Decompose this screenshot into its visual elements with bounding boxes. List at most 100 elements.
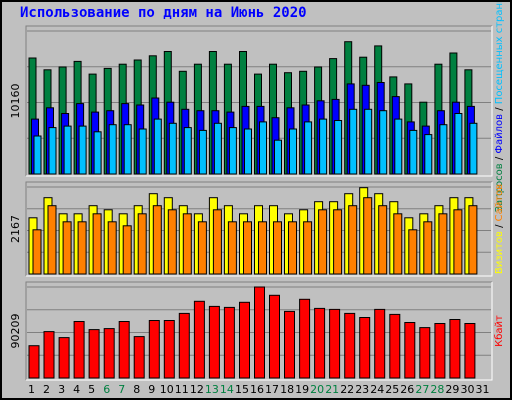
bar (32, 229, 42, 275)
bar (122, 225, 132, 275)
day-label: 13 (205, 383, 219, 396)
bar (333, 209, 343, 275)
bar (239, 301, 250, 379)
bar (197, 221, 207, 275)
bar (344, 312, 356, 379)
legend-top: Запросов / Файлов / Посещенных страниц (494, 2, 505, 212)
bar (223, 306, 235, 379)
bar (359, 317, 371, 379)
bar (163, 320, 175, 379)
day-label: 6 (103, 383, 110, 396)
bar (299, 298, 311, 379)
legend-entry: Файлов (494, 114, 505, 154)
day-label: 1 (28, 383, 35, 396)
bar (118, 321, 130, 379)
bar (269, 294, 280, 379)
series-Посещенных страниц (33, 108, 478, 175)
day-label: 7 (118, 383, 125, 396)
bar (208, 305, 220, 379)
bar (393, 213, 403, 275)
bar (43, 331, 55, 379)
bar (374, 308, 386, 379)
panel-bevel-light (26, 182, 493, 277)
panel-bevel-dark (25, 25, 492, 176)
panel-bevel-light (26, 282, 493, 381)
bar (93, 131, 102, 175)
bar (394, 118, 403, 175)
bar (213, 122, 222, 175)
day-label: 19 (295, 383, 309, 396)
legend-entry: / (494, 104, 505, 114)
day-label: 5 (88, 383, 95, 396)
series-Сайтов (32, 197, 478, 275)
bar (138, 128, 147, 175)
bar (168, 122, 177, 175)
legend-entry: Сайтов (494, 184, 505, 222)
legend-entry: Кбайт (494, 315, 505, 347)
bar (63, 125, 72, 175)
bar (153, 118, 162, 175)
series-Кбайт (28, 286, 476, 379)
bar (288, 221, 297, 275)
panel-bevel-light (26, 26, 493, 177)
day-label: 9 (148, 383, 155, 396)
bar (212, 209, 222, 275)
bar (434, 323, 446, 379)
bar (439, 124, 448, 175)
bar (182, 213, 192, 275)
bar (243, 221, 252, 275)
bar (364, 108, 373, 175)
day-label: 15 (235, 383, 249, 396)
legend-entry: / (494, 154, 505, 164)
bar (33, 135, 42, 175)
day-label: 8 (133, 383, 140, 396)
day-label: 4 (73, 383, 80, 396)
panel-2: 2167 (9, 181, 493, 277)
panel-bevel-dark (25, 281, 492, 380)
day-label: 17 (265, 383, 279, 396)
legend-entry: Запросов (494, 163, 505, 212)
day-label: 24 (370, 383, 384, 396)
bar (319, 118, 328, 175)
day-label: 10 (160, 383, 174, 396)
bar (183, 127, 192, 175)
bar (58, 337, 70, 379)
bar (48, 127, 57, 175)
bar (88, 329, 100, 379)
bar (47, 205, 57, 275)
day-label: 22 (340, 383, 354, 396)
bar (274, 139, 282, 175)
bar (423, 221, 433, 275)
bar (409, 129, 418, 175)
bar (363, 197, 373, 275)
bar (103, 328, 115, 379)
bar (108, 124, 117, 175)
bar (404, 322, 416, 379)
chart-title: Использование по дням на Июнь 2020 (20, 5, 307, 21)
bar (254, 286, 265, 379)
bar (334, 120, 343, 175)
bar (273, 221, 282, 275)
day-label: 20 (310, 383, 324, 396)
bar (62, 221, 72, 275)
y-axis-max-label: 90209 (9, 314, 22, 349)
bar (148, 320, 160, 379)
bar (28, 345, 40, 379)
y-axis-max-label: 10160 (9, 84, 22, 119)
chart-legend: Запросов / Файлов / Посещенных страницВи… (494, 2, 505, 347)
legend-bottom: Кбайт (494, 315, 505, 347)
bar (244, 128, 252, 175)
bar (193, 300, 205, 379)
day-label: 23 (355, 383, 369, 396)
bar (389, 313, 401, 379)
bar (468, 205, 478, 275)
bar (464, 323, 476, 379)
legend-middle: Визитов / Сайтов (494, 184, 505, 274)
day-label: 25 (385, 383, 399, 396)
bar (424, 134, 433, 175)
bar (107, 221, 117, 275)
bar (454, 113, 463, 175)
bar (303, 221, 313, 275)
